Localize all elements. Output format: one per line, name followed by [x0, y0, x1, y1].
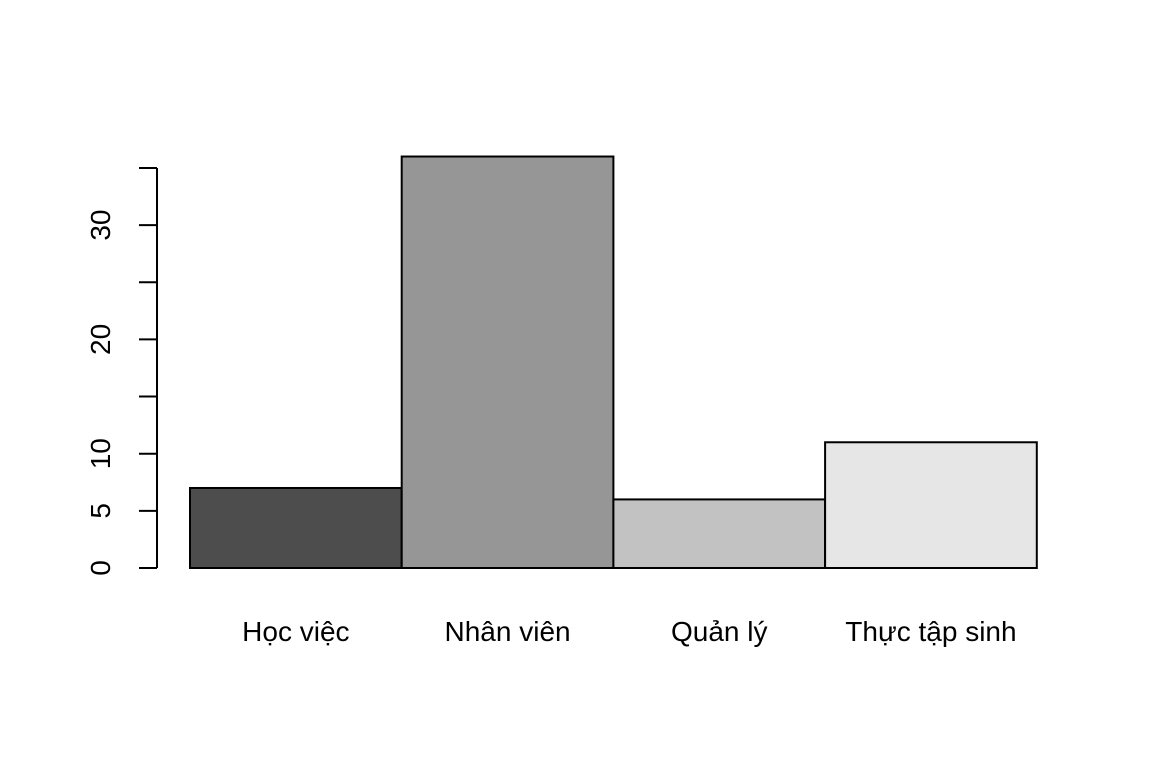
- x-axis-labels: Học việc Nhân viên Quản lý Thực tập sinh: [242, 616, 1016, 647]
- y-tick-label: 10: [85, 438, 116, 469]
- bars: [189, 155, 1038, 570]
- y-axis: 0 5 10 20 30: [85, 166, 158, 576]
- bar: [189, 486, 403, 569]
- bar: [824, 441, 1038, 569]
- bar: [612, 498, 827, 570]
- y-tick-label: 30: [85, 210, 116, 241]
- bar: [400, 155, 615, 570]
- x-category-label: Thực tập sinh: [845, 616, 1016, 647]
- x-category-label: Học việc: [242, 616, 349, 647]
- x-category-label: Quản lý: [671, 616, 768, 647]
- y-tick-label: 20: [85, 324, 116, 355]
- y-tick-label: 5: [85, 503, 116, 519]
- y-tick-label: 0: [85, 560, 116, 576]
- x-category-label: Nhân viên: [445, 616, 571, 647]
